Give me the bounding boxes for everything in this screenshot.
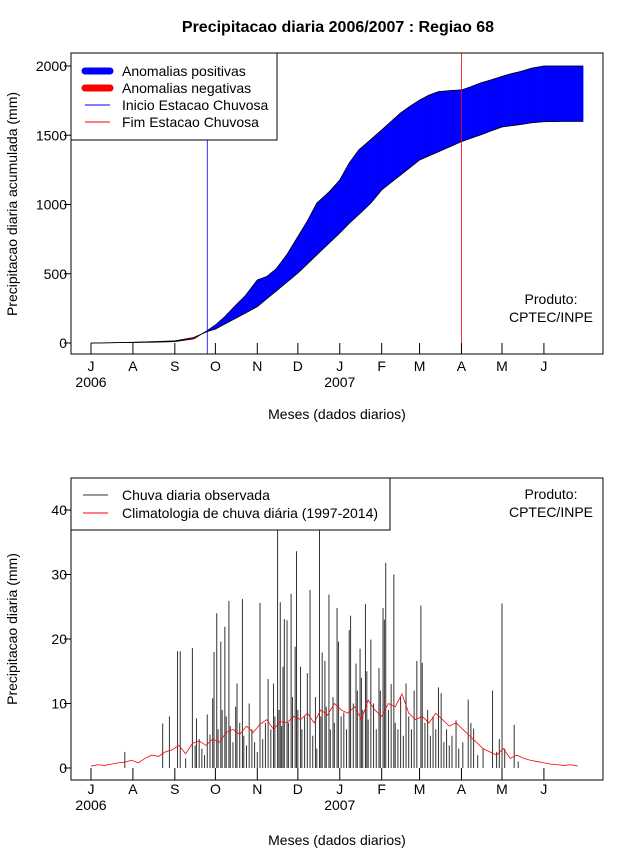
x-tick-label: J bbox=[540, 358, 547, 374]
positive-anomaly-area bbox=[520, 67, 533, 125]
legend-fim-label: Fim Estacao Chuvosa bbox=[122, 114, 259, 130]
y-tick-label: 0 bbox=[59, 335, 67, 351]
x-tick-label: M bbox=[496, 358, 508, 374]
x-tick-label: A bbox=[128, 358, 138, 374]
y-tick-label: 1000 bbox=[36, 197, 67, 213]
x-tick-label: J bbox=[336, 358, 343, 374]
y-tick-label: 500 bbox=[44, 266, 68, 282]
x-tick-label: J bbox=[336, 781, 343, 797]
legend-positive-label: Anomalias positivas bbox=[122, 63, 246, 79]
x-tick-label: M bbox=[414, 781, 426, 797]
cumulative-plot-area bbox=[90, 53, 584, 354]
legend-observed-label: Chuva diaria observada bbox=[122, 487, 270, 503]
bottom-legend: Chuva diaria observada Climatologia de c… bbox=[70, 477, 391, 531]
positive-anomaly-area bbox=[234, 295, 246, 320]
x-tick-label: N bbox=[252, 781, 262, 797]
positive-anomaly-area bbox=[511, 71, 522, 126]
top-produto-label: Produto: bbox=[525, 291, 578, 307]
x-tick-label: A bbox=[457, 358, 467, 374]
positive-anomaly-area bbox=[531, 65, 545, 124]
x-tick-label: F bbox=[377, 781, 386, 797]
year-label: 2007 bbox=[324, 797, 355, 813]
x-tick-label: M bbox=[414, 358, 426, 374]
x-tick-label: D bbox=[293, 781, 303, 797]
legend-negative-label: Anomalias negativas bbox=[122, 80, 251, 96]
x-tick-label: J bbox=[88, 781, 95, 797]
y-tick-label: 40 bbox=[51, 502, 67, 518]
positive-anomaly-area bbox=[461, 86, 472, 142]
bottom-y-axis: 0 10 20 30 40 bbox=[51, 502, 71, 776]
positive-anomaly-area bbox=[339, 161, 350, 234]
positive-anomaly-area bbox=[419, 94, 430, 161]
positive-anomaly-area bbox=[480, 79, 492, 136]
positive-anomaly-area bbox=[409, 99, 420, 169]
positive-anomaly-area bbox=[257, 276, 268, 308]
positive-anomaly-area bbox=[470, 82, 481, 139]
x-tick-label: N bbox=[252, 358, 262, 374]
y-tick-label: 2000 bbox=[36, 58, 67, 74]
positive-anomaly-area bbox=[286, 235, 299, 283]
positive-anomaly-area bbox=[501, 73, 512, 128]
y-tick-label: 20 bbox=[51, 631, 67, 647]
top-produto-source: CPTEC/INPE bbox=[509, 309, 593, 325]
x-tick-label: F bbox=[377, 358, 386, 374]
positive-anomaly-area bbox=[563, 65, 584, 122]
bottom-x-axis-label: Meses (dados diarios) bbox=[268, 832, 406, 848]
positive-anomaly-area bbox=[328, 179, 341, 244]
positive-anomaly-area bbox=[275, 253, 288, 292]
x-tick-label: J bbox=[88, 358, 95, 374]
positive-anomaly-area bbox=[543, 65, 565, 122]
positive-anomaly-area bbox=[438, 90, 450, 153]
y-tick-label: 30 bbox=[51, 567, 67, 583]
year-label: 2006 bbox=[75, 374, 106, 390]
top-y-axis: 0 500 1000 1500 2000 bbox=[36, 58, 71, 351]
bottom-produto-source: CPTEC/INPE bbox=[509, 504, 593, 520]
top-plot-frame bbox=[70, 52, 604, 355]
x-tick-label: J bbox=[540, 781, 547, 797]
positive-anomaly-area bbox=[490, 76, 503, 132]
positive-anomaly-area bbox=[390, 112, 401, 183]
positive-anomaly-area bbox=[428, 91, 439, 157]
positive-anomaly-area bbox=[244, 279, 258, 314]
y-tick-label: 1500 bbox=[36, 127, 67, 143]
top-y-axis-label: Precipitacao diaria acumulada (mm) bbox=[4, 92, 20, 316]
positive-anomaly-area bbox=[358, 138, 372, 216]
observed-cumulative-line bbox=[90, 65, 584, 344]
chart-title: Precipitacao diaria 2006/2007 : Regiao 6… bbox=[182, 19, 494, 36]
positive-anomaly-area bbox=[449, 89, 462, 148]
x-tick-label: A bbox=[128, 781, 138, 797]
climatology-cumulative-line bbox=[90, 121, 584, 344]
daily-plot-area bbox=[90, 484, 578, 768]
y-tick-label: 0 bbox=[59, 760, 67, 776]
top-legend: Anomalias positivas Anomalias negativas … bbox=[70, 52, 278, 141]
year-label: 2006 bbox=[75, 797, 106, 813]
climatology-daily-line bbox=[90, 692, 578, 767]
x-tick-label: O bbox=[210, 358, 221, 374]
top-x-axis-label: Meses (dados diarios) bbox=[268, 406, 406, 422]
x-tick-label: M bbox=[496, 781, 508, 797]
y-tick-label: 10 bbox=[51, 696, 67, 712]
positive-anomaly-area bbox=[400, 105, 411, 176]
x-tick-label: S bbox=[170, 781, 179, 797]
legend-climatology-label: Climatologia de chuva diária (1997-2014) bbox=[122, 505, 378, 521]
bottom-produto-label: Produto: bbox=[525, 486, 578, 502]
x-tick-label: S bbox=[170, 358, 179, 374]
year-label: 2007 bbox=[324, 374, 355, 390]
positive-anomaly-area bbox=[266, 268, 277, 300]
x-tick-label: O bbox=[210, 781, 221, 797]
x-tick-label: D bbox=[293, 358, 303, 374]
legend-inicio-label: Inicio Estacao Chuvosa bbox=[122, 97, 269, 113]
bottom-legend-box bbox=[70, 477, 391, 531]
positive-anomaly-area bbox=[215, 316, 226, 330]
positive-anomaly-area bbox=[381, 120, 392, 191]
bottom-y-axis-label: Precipitacao diaria (mm) bbox=[4, 553, 20, 705]
x-tick-label: A bbox=[457, 781, 467, 797]
